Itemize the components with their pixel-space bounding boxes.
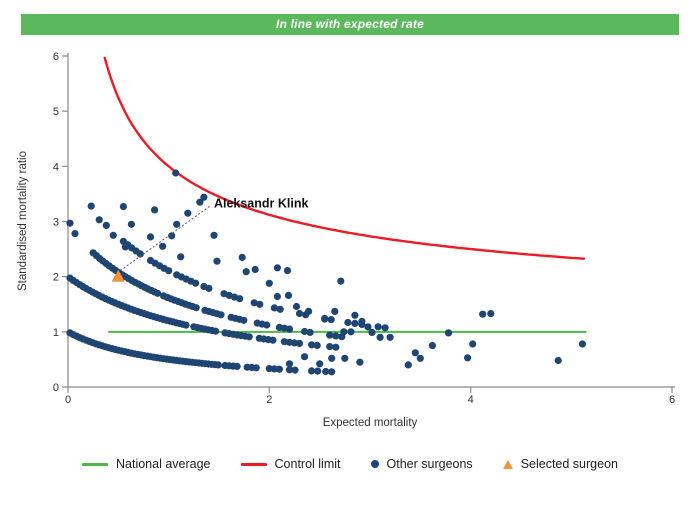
svg-text:2: 2 (53, 272, 59, 284)
svg-text:6: 6 (669, 394, 675, 406)
other-surgeons-dot-icon (370, 460, 379, 468)
chart-canvas[interactable]: 0 1 2 3 4 5 6 0 2 4 6 Standardised mortality ratio E… (0, 35, 700, 437)
svg-text:4: 4 (468, 394, 474, 406)
selected-surgeon-name-label: Aleksandr Klink (214, 196, 309, 210)
svg-text:4: 4 (53, 161, 59, 173)
legend-item-selected-surgeon: Selected surgeon (502, 457, 618, 471)
surgeon-bands (66, 237, 389, 376)
selected-surgeon-triangle-icon (502, 459, 513, 469)
x-axis-title: Expected mortality (323, 417, 418, 429)
legend-label: Control limit (274, 457, 341, 471)
legend-label: National average (116, 457, 211, 471)
page-title: In line with expected rate (276, 17, 424, 31)
control-limit-line-icon (240, 462, 267, 466)
annotation-leader-line (120, 204, 212, 272)
selected-surgeon-marker[interactable] (111, 269, 125, 282)
svg-text:2: 2 (266, 394, 272, 406)
legend-item-control-limit: Control limit (240, 457, 341, 471)
chart-legend: National average Control limit Other sur… (0, 457, 700, 471)
legend-label: Other surgeons (386, 457, 473, 471)
svg-text:3: 3 (53, 216, 59, 228)
svg-text:5: 5 (53, 106, 59, 118)
svg-text:0: 0 (65, 394, 71, 406)
other-surgeons-points (66, 169, 587, 369)
legend-label: Selected surgeon (520, 457, 618, 471)
chart-region: 0 1 2 3 4 5 6 0 2 4 6 Standardised mortality ratio E… (0, 35, 700, 471)
national-average-line-icon (82, 462, 108, 466)
tick-labels: 0 1 2 3 4 5 6 0 2 4 6 (53, 51, 675, 406)
legend-item-other-surgeons: Other surgeons (370, 457, 473, 471)
svg-text:0: 0 (53, 382, 59, 394)
y-axis-title: Standardised mortality ratio (17, 151, 29, 291)
legend-item-national-average: National average (82, 457, 211, 471)
svg-text:6: 6 (53, 51, 59, 63)
svg-text:1: 1 (53, 327, 59, 339)
title-banner: In line with expected rate (21, 14, 679, 35)
control-limit-curve (103, 56, 586, 260)
